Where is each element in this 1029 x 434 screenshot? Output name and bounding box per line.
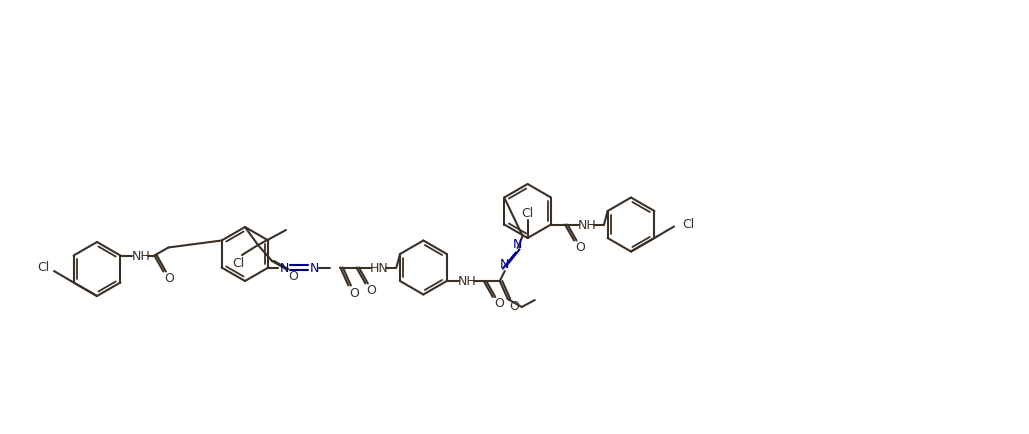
Text: O: O (366, 283, 377, 296)
Text: Cl: Cl (232, 257, 244, 270)
Text: HN: HN (370, 261, 389, 274)
Text: O: O (575, 240, 584, 253)
Text: O: O (350, 286, 359, 299)
Text: O: O (288, 270, 298, 283)
Text: O: O (508, 300, 519, 313)
Text: N: N (280, 261, 289, 274)
Text: NH: NH (457, 275, 476, 288)
Text: NH: NH (132, 250, 151, 263)
Text: N: N (310, 261, 319, 274)
Text: N: N (512, 238, 523, 251)
Text: Cl: Cl (37, 261, 49, 274)
Text: Cl: Cl (682, 217, 695, 230)
Text: NH: NH (577, 218, 597, 231)
Text: O: O (165, 271, 174, 284)
Text: O: O (494, 297, 504, 310)
Text: Cl: Cl (522, 207, 534, 220)
Text: N: N (500, 258, 509, 271)
